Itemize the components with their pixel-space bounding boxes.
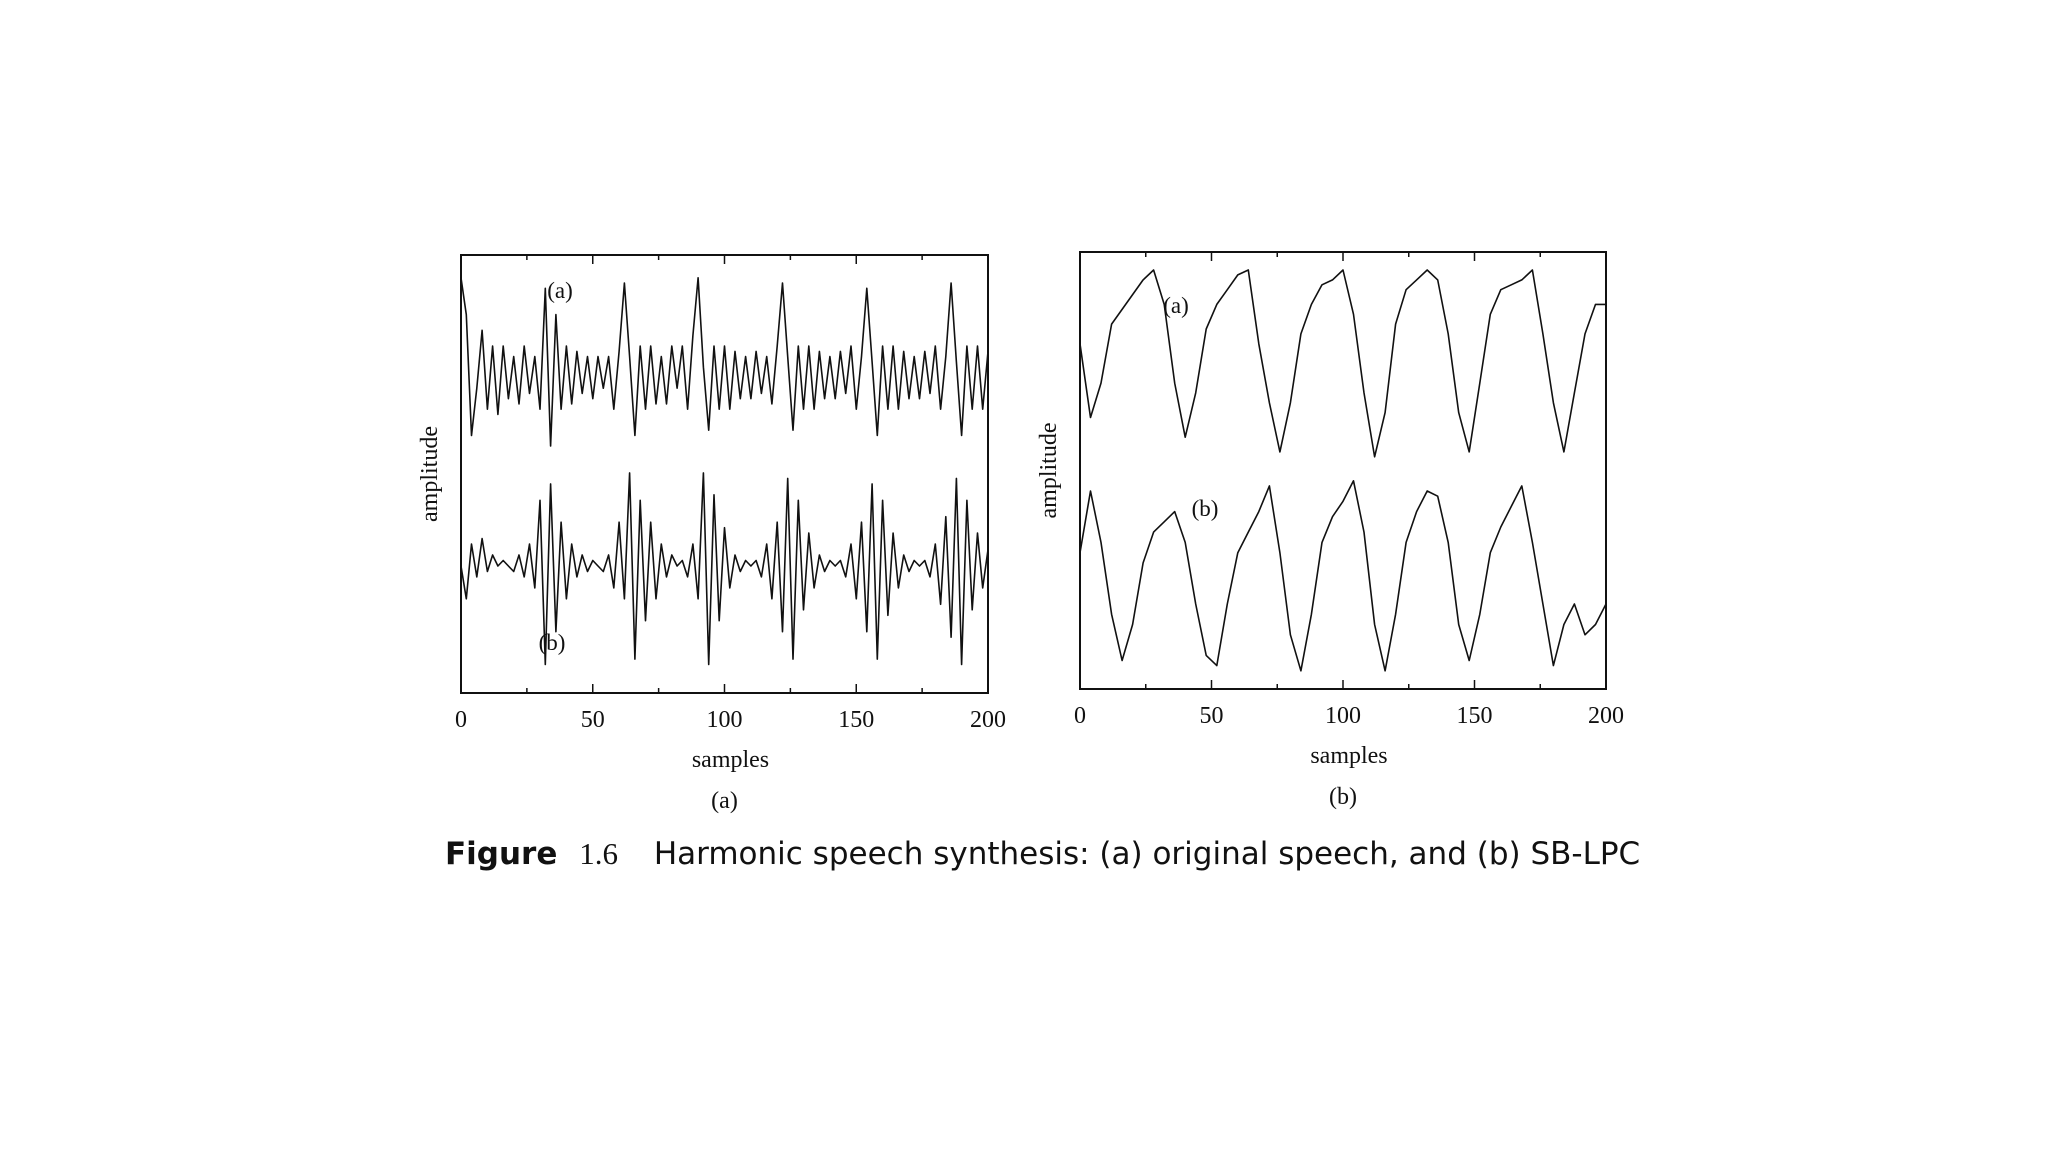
panel-b-series-b-label: (b) [1192, 496, 1219, 521]
panel-a-series-b-label: (b) [539, 630, 566, 655]
panel-b-xtick-label-0: 0 [1074, 703, 1086, 729]
panel-a-series-b-line [460, 472, 989, 666]
panel-b-xtick-label-100: 100 [1325, 703, 1361, 729]
panel-a-xtick-label-150: 150 [838, 707, 874, 733]
panel-b-series-a-line [1079, 269, 1606, 458]
panel-b-series-b-line [1079, 479, 1607, 672]
panel-a-xtick-label-200: 200 [970, 707, 1006, 733]
panel-a-frame [460, 254, 989, 694]
panel-a-xlabel: samples [692, 747, 769, 773]
caption-label: Figure [445, 836, 558, 872]
panel-b-xtick-label-200: 200 [1588, 703, 1624, 729]
figure-caption: Figure 1.6 Harmonic speech synthesis: (a… [445, 836, 1745, 872]
panel-b-xtick-label-150: 150 [1457, 703, 1493, 729]
panel-b-panel-label: (b) [1329, 784, 1357, 810]
panel-a-xtick-label-0: 0 [455, 707, 467, 733]
caption-number: 1.6 [579, 836, 618, 871]
panel-b-xlabel: samples [1310, 743, 1387, 769]
panel-b-frame [1079, 251, 1607, 690]
panel-a-ylabel: amplitude [417, 426, 443, 522]
panel-a-xtick-label-100: 100 [707, 707, 743, 733]
panel-a-xtick-label-50: 50 [581, 707, 605, 733]
panel-a-series-a-label: (a) [547, 278, 573, 303]
panel-a-panel-label: (a) [711, 788, 738, 814]
panel-b-ylabel: amplitude [1036, 423, 1062, 519]
panel-b-series-a-label: (a) [1163, 293, 1189, 318]
caption-text: Harmonic speech synthesis: (a) original … [653, 836, 1641, 872]
panel-b-xtick-label-50: 50 [1200, 703, 1224, 729]
panel-a-series-a-line [460, 276, 989, 447]
